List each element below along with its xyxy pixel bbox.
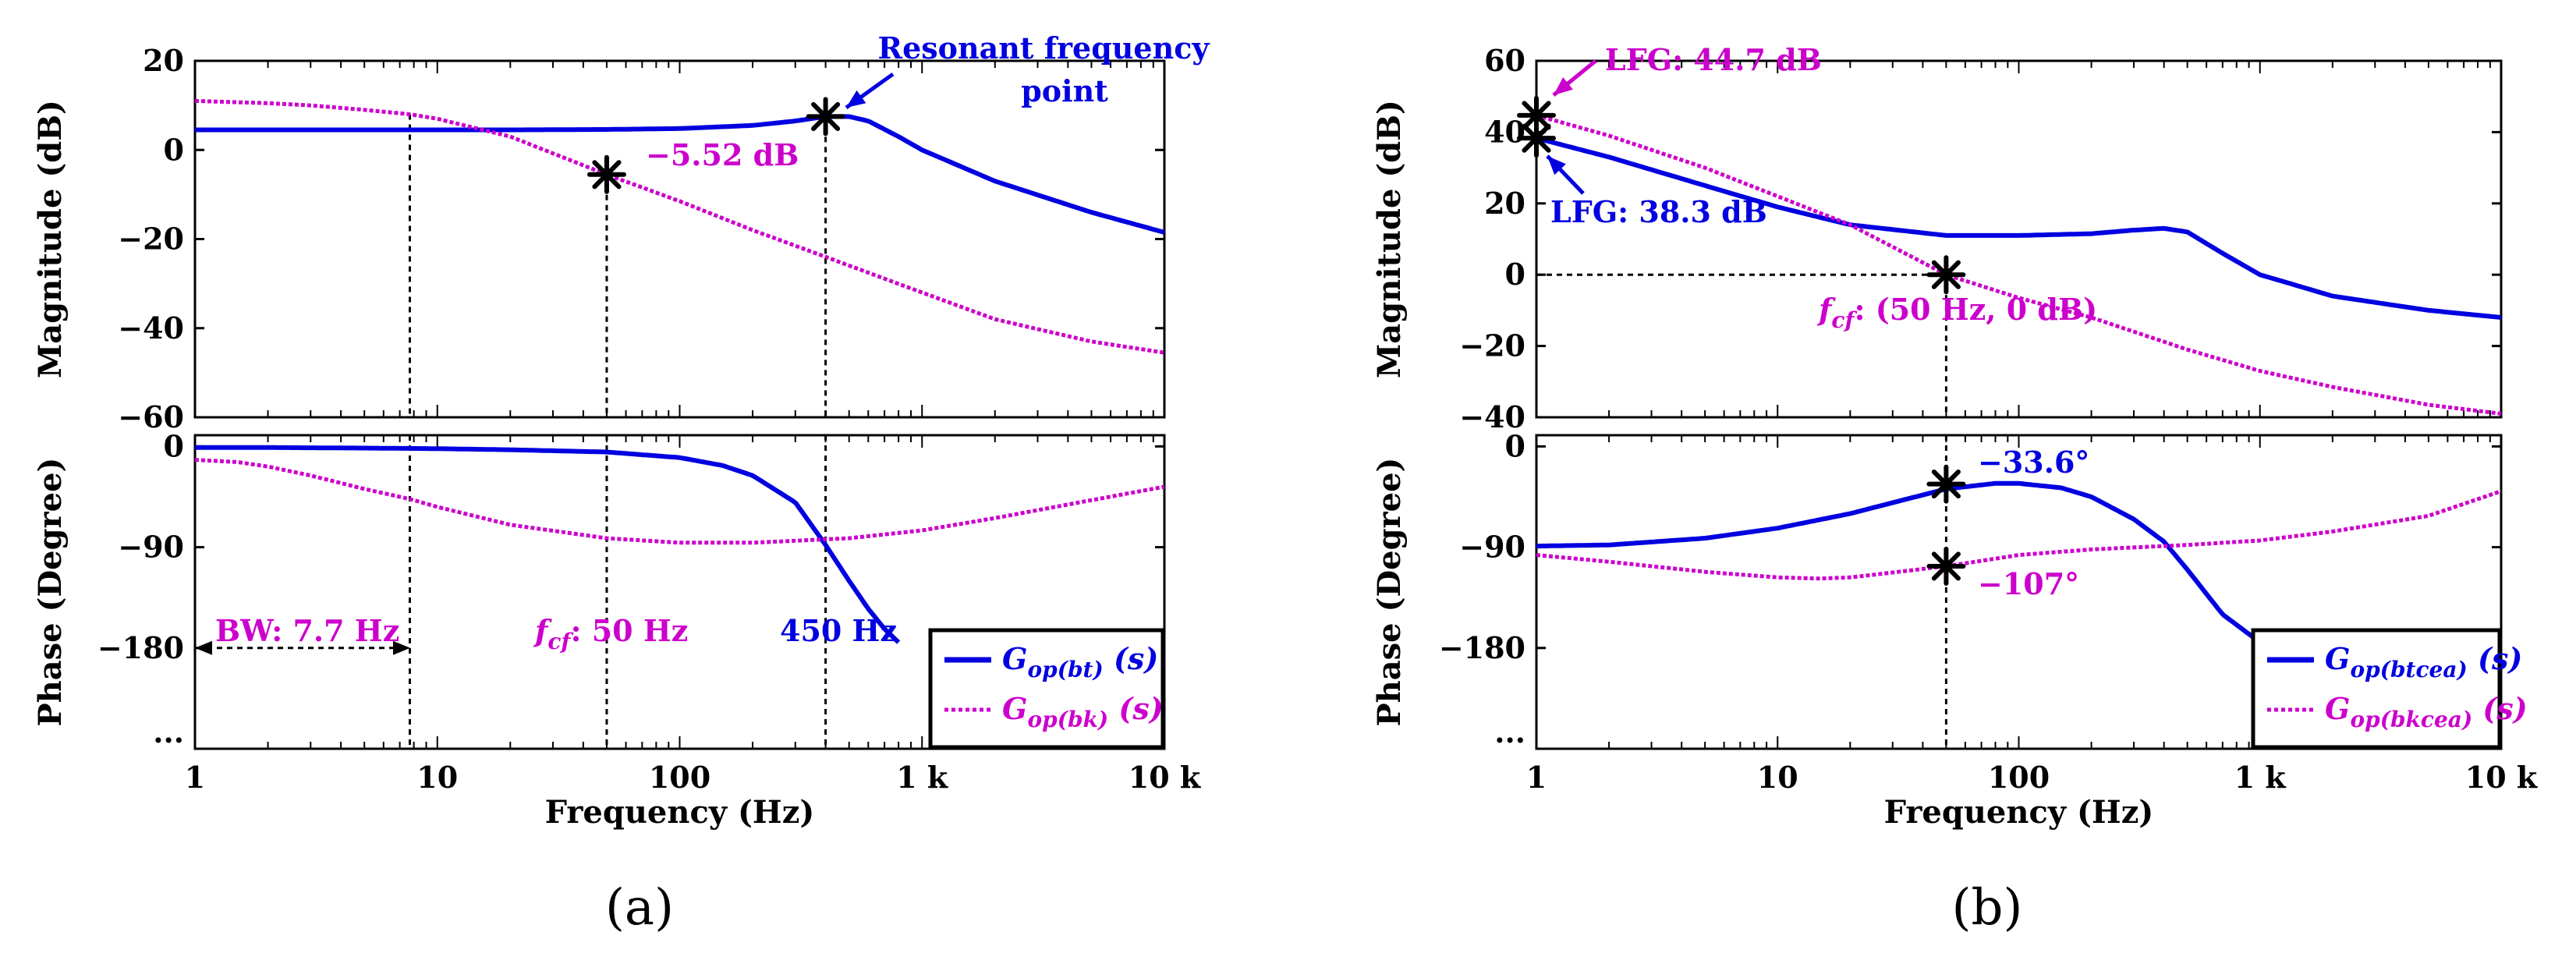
legend-label-arg: (s) <box>1104 641 1159 676</box>
legend-label-main: G <box>2325 691 2350 726</box>
annotation-fcf-b: fcf: (50 Hz, 0 dB) <box>1816 292 2097 333</box>
star-marker <box>586 154 626 194</box>
x-tick-label: 1 k <box>2234 760 2287 795</box>
magnitude-series-solid-line <box>195 114 1165 235</box>
legend-label-main: G <box>1002 691 1027 726</box>
magnitude-ytick-label: 0 <box>164 132 184 167</box>
phase-ytick-label: −90 <box>1459 530 1525 565</box>
phase-y-label: Phase (Degree) <box>1371 458 1408 727</box>
x-tick-label: 10 <box>416 760 458 795</box>
phase-series-dashed-line <box>1536 489 2502 581</box>
star-marker <box>1926 464 1966 504</box>
magnitude-series-dashed-line <box>194 98 1165 355</box>
annotation-mag-drop: −5.52 dB <box>646 137 799 172</box>
x-axis-label: Frequency (Hz) <box>1884 794 2154 831</box>
magnitude-ytick-label: −40 <box>1459 399 1525 434</box>
fcf-symbol-sub: cf <box>547 629 574 654</box>
annotation-bandwidth: BW: 7.7 Hz <box>215 613 399 648</box>
legend-label-sub: op(btcea) <box>2350 657 2467 682</box>
x-tick-label: 100 <box>649 760 710 795</box>
magnitude-ytick-label: −60 <box>118 399 184 434</box>
x-tick-label: 10 k <box>1129 760 1201 795</box>
phase-series-dashed-line <box>194 458 1165 545</box>
panel-caption: (a) <box>605 879 674 937</box>
magnitude-axes-frame <box>1535 59 2503 419</box>
magnitude-ytick-label: −20 <box>118 222 184 257</box>
legend-label-sub: op(bkcea) <box>2350 707 2472 732</box>
phase-series-solid-line <box>1536 480 2262 645</box>
magnitude-ytick-label: 60 <box>1484 43 1525 78</box>
annotation-resonant-title: Resonant frequency <box>878 30 1210 66</box>
annotation-lfg-bk: LFG: 44.7 dB <box>1605 42 1822 77</box>
magnitude-series-dashed-line <box>1536 113 2502 416</box>
magnitude-ytick-label: 0 <box>1505 257 1525 292</box>
legend-label: Gop(btcea) (s) <box>2325 641 2522 682</box>
legend-label-sub: op(bt) <box>1027 657 1103 682</box>
fcf-point: : (50 Hz, 0 dB) <box>1854 292 2097 327</box>
phase-ytick-label: −180 <box>97 630 184 665</box>
phase-ytick-label: −180 <box>1439 630 1525 665</box>
magnitude-ytick-label: −40 <box>118 310 184 346</box>
phase-ytick-label: −90 <box>118 530 184 565</box>
fcf-symbol-sub: cf <box>1831 307 1858 333</box>
phase-ytick-label: 0 <box>1505 428 1525 463</box>
x-tick-label: 1 <box>185 760 205 795</box>
annotation-phase-bt: −33.6° <box>1978 445 2089 480</box>
annotation-lfg-bt: LFG: 38.3 dB <box>1550 194 1767 229</box>
x-tick-label: 100 <box>1988 760 2050 795</box>
panel-caption: (b) <box>1952 879 2023 937</box>
x-tick-label: 10 <box>1757 760 1798 795</box>
lfg-bk-arrow <box>1552 59 1597 97</box>
star-marker <box>1926 546 1966 586</box>
star-marker <box>1926 255 1966 295</box>
legend-label: Gop(bkcea) (s) <box>2325 691 2528 732</box>
legend-label-arg: (s) <box>1108 691 1164 726</box>
legend-label-sub: op(bk) <box>1027 707 1108 732</box>
legend-label: Gop(bt) (s) <box>1002 641 1158 682</box>
magnitude-ytick-label: 20 <box>1484 186 1525 221</box>
legend-box <box>2251 628 2502 750</box>
star-marker <box>806 97 845 136</box>
phase-ytick-label: ... <box>153 714 184 750</box>
phase-series-solid-line <box>195 445 901 644</box>
legend-label-main: G <box>2325 641 2350 676</box>
annotation-fcf-a: fcf: 50 Hz <box>533 613 688 654</box>
x-axis-label: Frequency (Hz) <box>545 794 815 831</box>
phase-ytick-label: 0 <box>164 428 184 463</box>
legend-label-arg: (s) <box>2472 691 2528 726</box>
lfg-bt-arrow <box>1546 154 1585 195</box>
annotation-450hz: 450 Hz <box>780 613 897 648</box>
fcf-value: : 50 Hz <box>570 613 688 648</box>
x-tick-label: 1 k <box>896 760 948 795</box>
annotation-resonant-point: point <box>1021 73 1108 108</box>
magnitude-y-label: Magnitude (dB) <box>32 100 69 378</box>
resonant-arrow <box>845 72 895 110</box>
phase-y-label: Phase (Degree) <box>32 458 69 727</box>
phase-ytick-label: ... <box>1494 714 1525 750</box>
x-tick-label: 10 k <box>2465 760 2538 795</box>
legend-label-main: G <box>1002 641 1027 676</box>
magnitude-ytick-label: 40 <box>1484 114 1525 149</box>
x-tick-label: 1 <box>1526 760 1547 795</box>
legend-label: Gop(bk) (s) <box>1002 691 1164 732</box>
magnitude-ytick-label: −20 <box>1459 328 1525 363</box>
annotation-phase-bk: −107° <box>1978 566 2079 601</box>
magnitude-y-label: Magnitude (dB) <box>1371 100 1408 378</box>
star-marker <box>1517 119 1556 158</box>
bw-double-arrow <box>195 640 410 655</box>
legend-label-arg: (s) <box>2468 641 2523 676</box>
magnitude-series-solid-line <box>1536 136 2502 320</box>
magnitude-ytick-label: 20 <box>143 43 184 78</box>
legend-box <box>928 628 1165 750</box>
magnitude-axes-frame <box>193 59 1166 419</box>
